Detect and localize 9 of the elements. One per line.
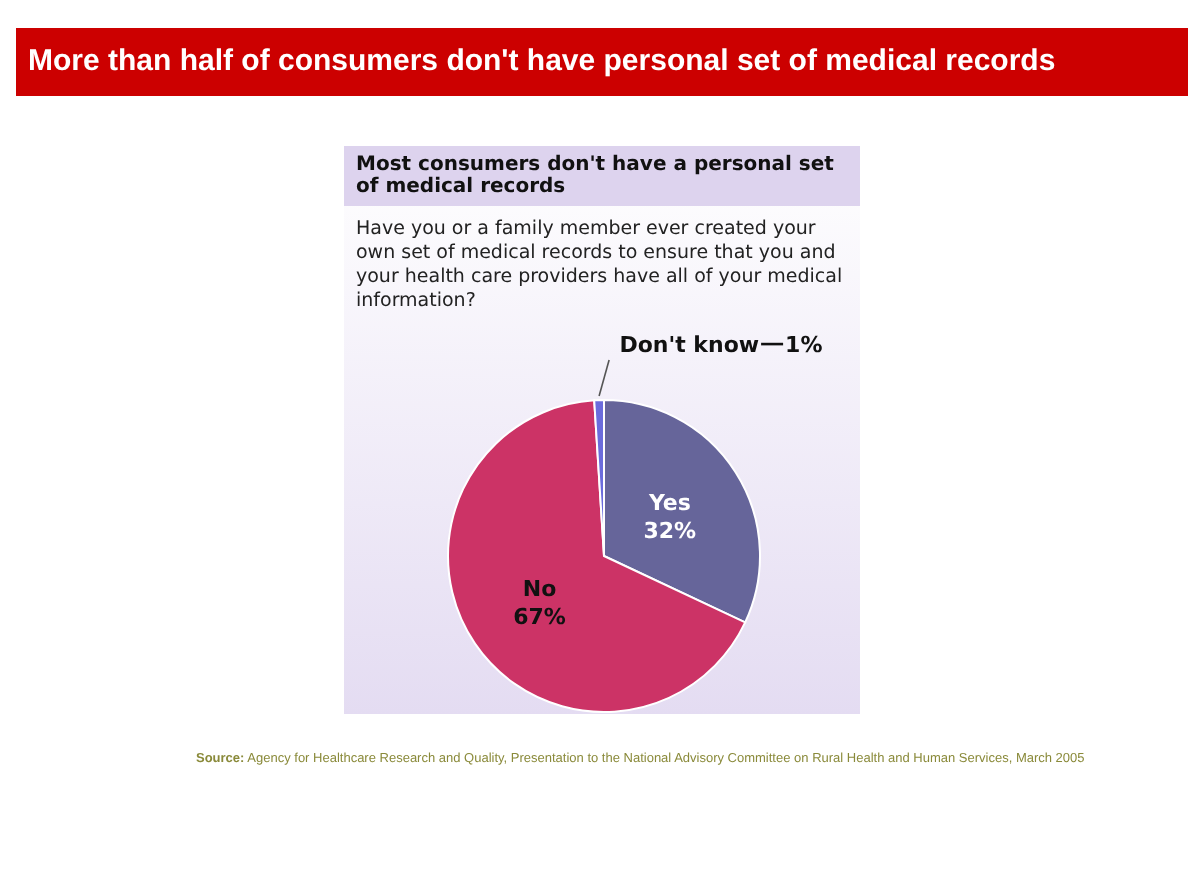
text: Have you or a family member ever created your own set of medical records to ensure that you and your health care providers have all of your medical information?: [354, 216, 845, 314]
slice-label: Don't know: [619, 332, 760, 359]
slice-label: No: [522, 575, 558, 602]
data-label: 1%: [785, 332, 823, 359]
data-label: 67%: [513, 603, 566, 630]
data-label: 32%: [643, 518, 697, 545]
chart-subtitle: Most consumers don't have a personal set of medical records: [344, 146, 860, 206]
chart-title: More than half of consumers don't have personal set of medical records: [16, 28, 1188, 96]
slice-label: Yes: [646, 490, 692, 517]
